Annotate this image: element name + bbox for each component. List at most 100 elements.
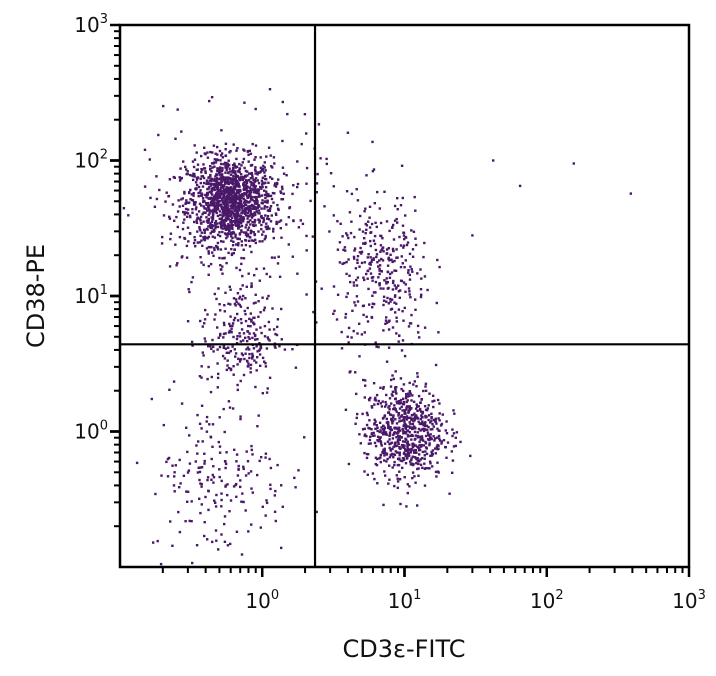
data-point xyxy=(384,322,387,325)
data-point xyxy=(185,256,189,259)
data-point xyxy=(227,331,231,334)
data-point xyxy=(228,209,232,213)
data-point xyxy=(243,357,246,361)
data-point xyxy=(397,463,401,467)
data-point xyxy=(238,295,242,298)
data-point xyxy=(403,451,406,454)
data-point xyxy=(382,303,385,307)
data-point xyxy=(266,217,269,220)
axis-ticks xyxy=(110,23,691,577)
data-point xyxy=(404,431,407,434)
data-point xyxy=(219,240,223,243)
data-point xyxy=(426,407,430,410)
data-point xyxy=(185,426,188,429)
data-point xyxy=(363,242,367,245)
data-point xyxy=(379,429,382,432)
data-point xyxy=(253,189,256,193)
data-point xyxy=(230,225,234,228)
data-point xyxy=(383,442,387,445)
data-point xyxy=(236,388,239,392)
data-point xyxy=(203,318,207,321)
data-point xyxy=(223,304,226,307)
data-point xyxy=(232,223,235,227)
data-point xyxy=(205,196,208,199)
data-point xyxy=(382,329,385,332)
data-point xyxy=(418,336,421,339)
data-point xyxy=(392,279,395,283)
data-point xyxy=(222,206,225,210)
data-point xyxy=(218,192,222,196)
data-point xyxy=(219,213,222,217)
data-point xyxy=(433,399,436,402)
data-point xyxy=(155,197,159,201)
data-point xyxy=(207,265,210,268)
data-point xyxy=(438,265,441,269)
x-tick-label: 101 xyxy=(388,588,422,613)
data-point xyxy=(395,320,398,323)
data-point xyxy=(233,348,236,351)
data-point xyxy=(305,182,308,185)
data-point xyxy=(274,346,277,349)
data-point xyxy=(385,300,388,303)
data-point xyxy=(346,335,349,338)
data-point xyxy=(403,354,407,358)
data-point xyxy=(191,160,195,163)
data-point xyxy=(261,185,264,189)
data-point xyxy=(216,199,219,202)
data-point xyxy=(252,191,256,194)
data-point xyxy=(392,433,395,437)
data-point xyxy=(153,205,157,208)
data-point xyxy=(254,172,257,175)
data-point xyxy=(345,190,349,193)
data-point xyxy=(237,203,240,207)
data-point xyxy=(386,457,389,461)
data-point xyxy=(230,192,233,195)
data-point xyxy=(387,320,390,323)
data-point xyxy=(404,235,407,239)
data-point xyxy=(207,213,210,217)
data-point xyxy=(191,344,194,347)
data-point xyxy=(371,279,374,282)
data-point xyxy=(391,260,394,264)
data-point xyxy=(378,457,381,460)
data-point xyxy=(355,188,358,191)
data-point xyxy=(228,151,231,154)
data-point xyxy=(328,230,331,233)
data-point xyxy=(229,193,232,196)
data-point xyxy=(244,243,248,247)
data-point xyxy=(190,193,194,196)
data-point xyxy=(239,199,243,203)
data-point xyxy=(213,246,216,250)
data-point xyxy=(398,435,401,438)
data-point xyxy=(208,423,211,426)
data-point xyxy=(264,181,267,184)
data-point xyxy=(229,499,233,502)
data-point xyxy=(260,228,263,231)
data-point xyxy=(281,505,284,508)
data-point xyxy=(375,255,378,259)
data-point xyxy=(404,427,407,430)
data-point xyxy=(269,466,273,470)
data-point xyxy=(396,480,400,483)
data-point xyxy=(348,274,351,277)
data-point xyxy=(179,167,182,170)
data-point xyxy=(249,180,252,184)
data-point xyxy=(190,520,193,523)
data-point xyxy=(214,225,218,229)
data-point xyxy=(259,311,262,314)
data-point xyxy=(355,284,359,287)
data-point xyxy=(345,295,348,299)
data-point xyxy=(222,346,225,349)
x-axis-title: CD3ε-FITC xyxy=(342,635,465,663)
data-point xyxy=(354,371,357,374)
data-point xyxy=(185,199,188,202)
data-point xyxy=(178,179,182,182)
data-point xyxy=(204,211,207,214)
data-point xyxy=(212,476,216,479)
data-point xyxy=(381,431,384,434)
data-point xyxy=(232,230,235,234)
data-point xyxy=(396,457,400,460)
data-point xyxy=(408,426,412,430)
data-point xyxy=(241,209,244,213)
data-point xyxy=(198,470,202,474)
